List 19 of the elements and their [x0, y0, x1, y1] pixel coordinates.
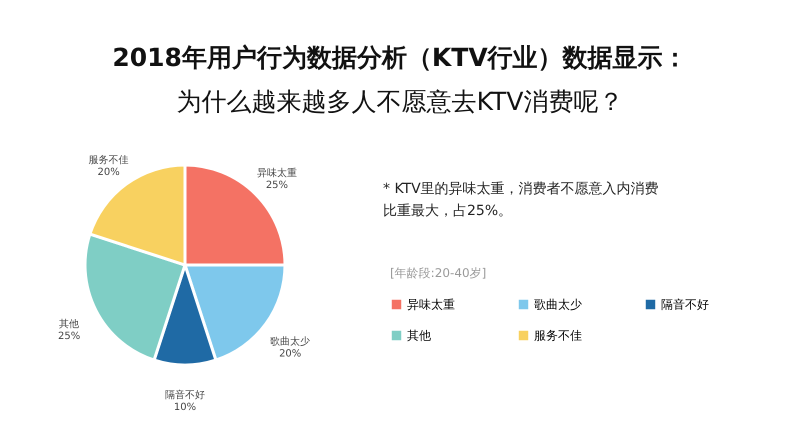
- data-label: 20%: [279, 348, 302, 360]
- slice-label: 隔音不好: [165, 389, 205, 401]
- legend-label: 隔音不好: [661, 298, 709, 312]
- text: * KTV里的异味太重，消费者不愿意入内消费比重最大，占25%。: [383, 181, 659, 219]
- legend-label: 其他: [407, 328, 431, 342]
- slice-label: 其他: [59, 318, 80, 330]
- legend-title: [年龄段:20-40岁]: [390, 266, 486, 280]
- legend-label: 异味太重: [407, 298, 455, 312]
- data-label: 25%: [58, 331, 80, 342]
- legend-label: 服务不佳: [534, 328, 582, 342]
- slice-label: 服务不佳: [88, 154, 129, 166]
- data-label: 25%: [266, 180, 288, 192]
- slice-label: 异味太重: [256, 167, 297, 180]
- chart-subtitle: 为什么越来越多人不愿意去KTV消费呢？: [176, 87, 624, 116]
- legend-label: 歌曲太少: [534, 298, 582, 312]
- data-label: 20%: [97, 166, 120, 178]
- slice-label: 歌曲太少: [270, 335, 310, 348]
- chart-title: 2018年用户行为数据分析（KTV行业）数据显示：: [112, 43, 688, 72]
- data-label: 10%: [174, 402, 196, 413]
